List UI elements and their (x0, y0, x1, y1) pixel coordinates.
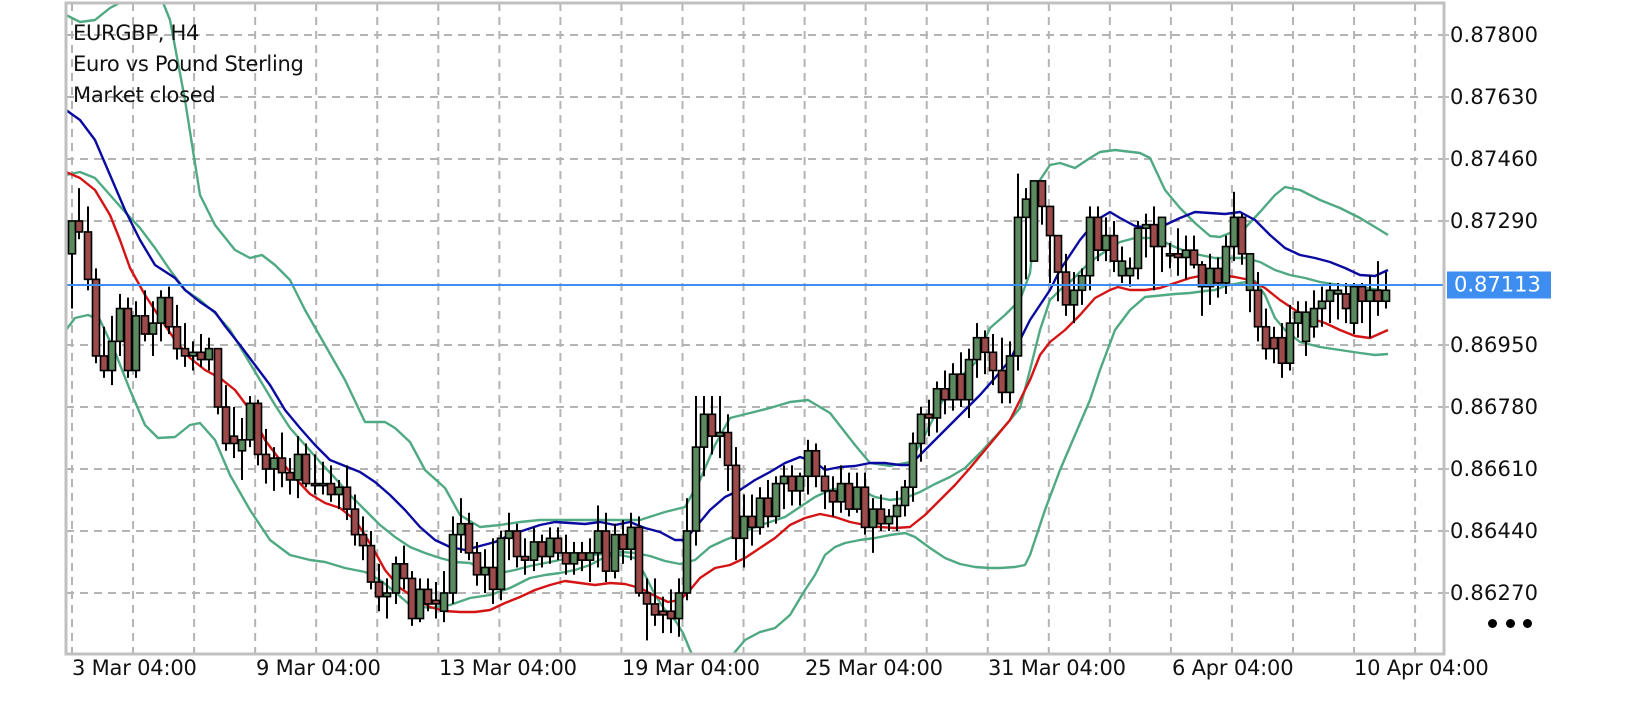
symbol-info: EURGBP, H4 Euro vs Pound Sterling Market… (73, 18, 304, 111)
time-tick: 3 Mar 04:00 (72, 656, 197, 680)
current-price-badge: 0.87113 (1447, 271, 1551, 299)
candles (67, 173, 1391, 641)
ellipsis-dot-icon (1523, 618, 1532, 628)
time-tick: 25 Mar 04:00 (805, 656, 943, 680)
price-tick: 0.86440 (1450, 519, 1539, 543)
price-tick: 0.87630 (1450, 85, 1539, 109)
chart-border (64, 1, 1446, 656)
time-tick: 10 Apr 04:00 (1354, 656, 1489, 680)
symbol-timeframe: EURGBP, H4 (73, 21, 200, 45)
ellipsis-dot-icon (1505, 618, 1515, 628)
time-tick: 19 Mar 04:00 (622, 656, 760, 680)
price-tick: 0.87460 (1450, 147, 1539, 171)
price-tick: 0.87290 (1450, 209, 1539, 233)
price-tick: 0.87800 (1450, 23, 1539, 47)
more-options-button[interactable] (1488, 614, 1532, 632)
time-tick: 6 Apr 04:00 (1172, 656, 1294, 680)
price-tick: 0.86610 (1450, 457, 1539, 481)
time-tick: 31 Mar 04:00 (988, 656, 1126, 680)
market-status: Market closed (73, 83, 216, 107)
symbol-description: Euro vs Pound Sterling (73, 52, 304, 76)
price-tick: 0.86270 (1450, 581, 1539, 605)
time-tick: 9 Mar 04:00 (256, 656, 381, 680)
time-tick: 13 Mar 04:00 (439, 656, 577, 680)
ellipsis-dot-icon (1488, 618, 1497, 628)
price-tick: 0.86950 (1450, 333, 1539, 357)
price-tick: 0.86780 (1450, 395, 1539, 419)
